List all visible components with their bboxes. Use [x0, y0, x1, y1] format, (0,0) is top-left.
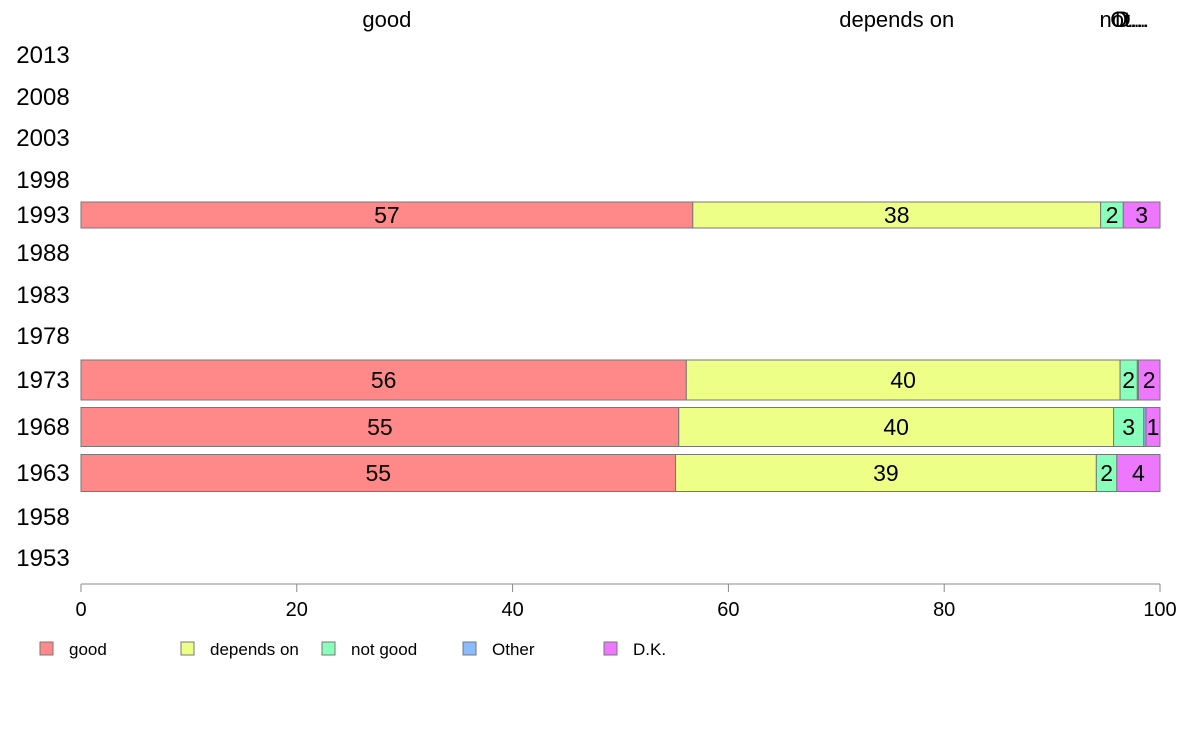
bar-1963-depends-on [675, 454, 1097, 492]
data-label-1973-4: 2 [1143, 367, 1156, 393]
legend-swatch-good [39, 641, 54, 656]
legend-label-other: Other [492, 640, 535, 659]
data-label-1963-0: 55 [365, 460, 391, 486]
bar-1993-good [80, 201, 694, 229]
y-tick-label-1953: 1953 [16, 545, 69, 572]
top-label-0: good [362, 7, 411, 32]
y-tick-label-2003: 2003 [16, 125, 69, 152]
data-label-1963-4: 4 [1132, 460, 1145, 486]
data-label-1973-2: 2 [1122, 367, 1135, 393]
bar-1973-depends-on [685, 359, 1121, 401]
data-label-1993-0: 57 [374, 202, 400, 228]
bar-1968-good [80, 407, 680, 447]
legend-swatch-d-k- [603, 641, 618, 656]
top-label-2: not... [1100, 7, 1149, 32]
legend-swatch-depends-on [180, 641, 195, 656]
top-label-4: D... [1115, 7, 1149, 32]
y-tick-label-1963: 1963 [16, 460, 69, 487]
legend-label-d-k-: D.K. [633, 640, 666, 659]
y-tick-label-1993: 1993 [16, 202, 69, 229]
data-label-1993-1: 38 [884, 202, 910, 228]
data-label-1963-2: 2 [1100, 460, 1113, 486]
y-tick-label-2013: 2013 [16, 42, 69, 69]
x-tick-label-60: 60 [717, 599, 739, 621]
y-tick-label-1973: 1973 [16, 367, 69, 394]
x-tick-label-20: 20 [286, 599, 308, 621]
legend-swatch-other [462, 641, 477, 656]
data-label-1963-1: 39 [873, 460, 899, 486]
data-label-1993-4: 3 [1135, 202, 1148, 228]
top-label-3: O... [1110, 7, 1145, 32]
data-label-1968-2: 3 [1122, 414, 1135, 440]
data-label-1968-0: 55 [367, 414, 393, 440]
legend-label-good: good [69, 640, 107, 659]
data-label-1973-0: 56 [371, 367, 397, 393]
y-tick-label-1983: 1983 [16, 282, 69, 309]
bar-1968-d-k- [1145, 407, 1161, 447]
y-tick-label-2008: 2008 [16, 84, 69, 111]
y-tick-label-1958: 1958 [16, 504, 69, 531]
data-label-1993-2: 2 [1106, 202, 1119, 228]
x-tick-label-40: 40 [501, 599, 523, 621]
top-label-1: depends on [839, 7, 954, 32]
bar-1973-good [80, 359, 687, 401]
y-tick-label-1988: 1988 [16, 240, 69, 267]
data-label-1968-1: 40 [883, 414, 909, 440]
x-tick-label-0: 0 [75, 599, 86, 621]
data-label-1973-1: 40 [890, 367, 916, 393]
legend-swatch-not-good [321, 641, 336, 656]
y-tick-label-1978: 1978 [16, 323, 69, 350]
x-tick-label-80: 80 [933, 599, 955, 621]
x-tick-label-100: 100 [1143, 599, 1176, 621]
data-label-1968-4: 1 [1147, 414, 1160, 440]
y-tick-label-1968: 1968 [16, 414, 69, 441]
bar-1963-good [80, 454, 677, 492]
bar-1963-d-k- [1116, 454, 1161, 492]
legend-label-not-good: not good [351, 640, 417, 659]
bar-1993-d-k- [1122, 201, 1161, 229]
y-tick-label-1998: 1998 [16, 167, 69, 194]
legend-label-depends-on: depends on [210, 640, 299, 659]
bar-1968-depends-on [678, 407, 1115, 447]
bar-1973-d-k- [1137, 359, 1161, 401]
